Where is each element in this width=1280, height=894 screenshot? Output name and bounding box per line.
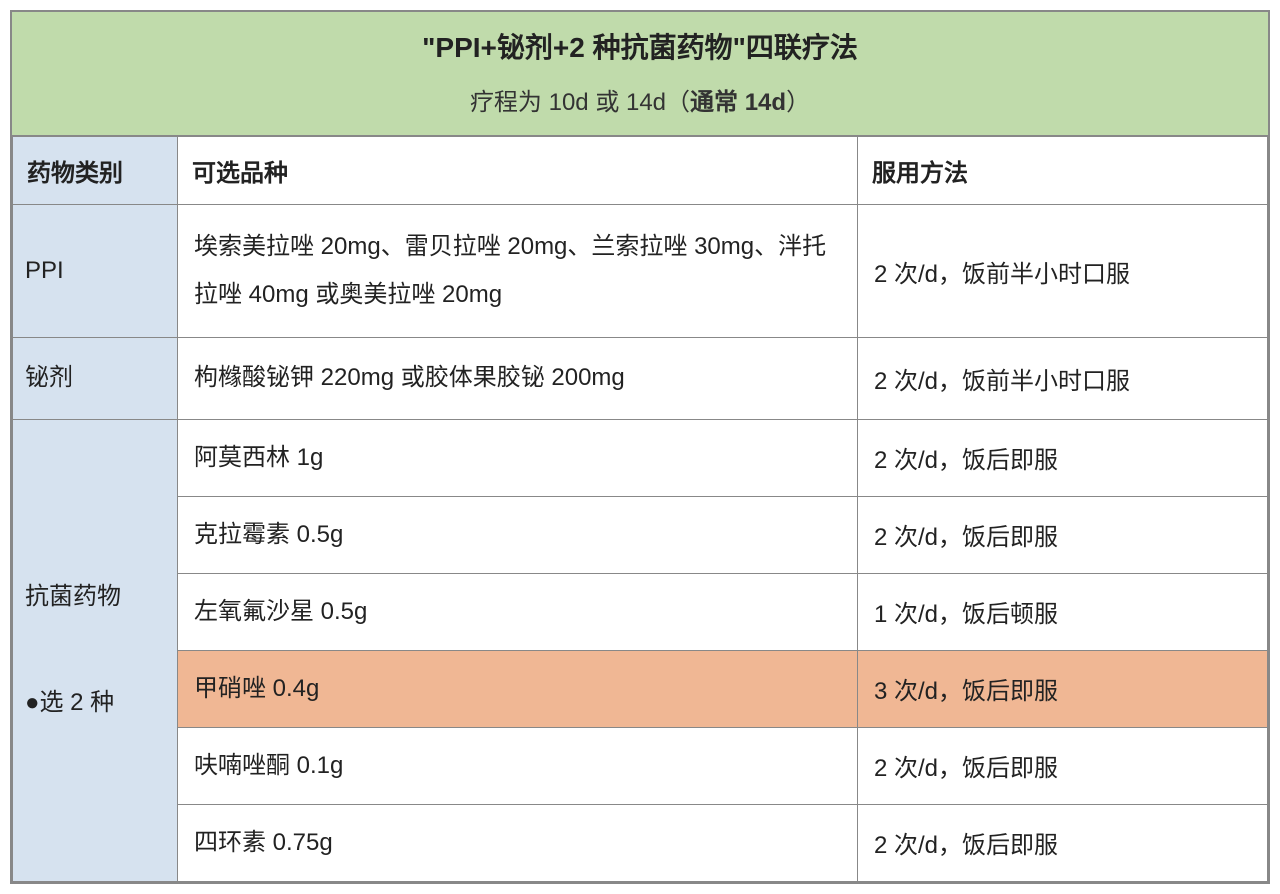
drug-table: 药物类别 可选品种 服用方法 PPI 埃索美拉唑 20mg、雷贝拉唑 20mg、… — [12, 136, 1268, 882]
cell-usage: 2 次/d，饭后即服 — [858, 496, 1268, 573]
col-header-usage: 服用方法 — [858, 137, 1268, 205]
cell-options: 四环素 0.75g — [178, 804, 858, 881]
cell-usage: 2 次/d，饭后即服 — [858, 804, 1268, 881]
cell-usage: 2 次/d，饭前半小时口服 — [858, 205, 1268, 338]
row-antibiotic-5: 四环素 0.75g 2 次/d，饭后即服 — [13, 804, 1268, 881]
cell-options: 呋喃唑酮 0.1g — [178, 727, 858, 804]
cell-category-antibiotic: 抗菌药物 ●选 2 种 — [13, 419, 178, 881]
cell-usage: 2 次/d，饭前半小时口服 — [858, 338, 1268, 420]
cell-usage: 1 次/d，饭后顿服 — [858, 573, 1268, 650]
subtitle-prefix: 疗程为 10d 或 14d（ — [470, 89, 690, 116]
cell-usage: 3 次/d，饭后即服 — [858, 650, 1268, 727]
row-antibiotic-3-highlighted: 甲硝唑 0.4g 3 次/d，饭后即服 — [13, 650, 1268, 727]
therapy-table: "PPI+铋剂+2 种抗菌药物"四联疗法 疗程为 10d 或 14d（通常 14… — [10, 10, 1270, 884]
table-title: "PPI+铋剂+2 种抗菌药物"四联疗法 — [22, 26, 1258, 66]
table-subtitle: 疗程为 10d 或 14d（通常 14d） — [22, 82, 1258, 117]
row-ppi: PPI 埃索美拉唑 20mg、雷贝拉唑 20mg、兰索拉唑 30mg、泮托拉唑 … — [13, 205, 1268, 338]
table-title-block: "PPI+铋剂+2 种抗菌药物"四联疗法 疗程为 10d 或 14d（通常 14… — [12, 12, 1268, 136]
subtitle-suffix: ） — [786, 89, 810, 116]
cell-options: 埃索美拉唑 20mg、雷贝拉唑 20mg、兰索拉唑 30mg、泮托拉唑 40mg… — [178, 205, 858, 338]
row-antibiotic-4: 呋喃唑酮 0.1g 2 次/d，饭后即服 — [13, 727, 1268, 804]
col-header-category: 药物类别 — [13, 137, 178, 205]
cell-options: 甲硝唑 0.4g — [178, 650, 858, 727]
cell-category: PPI — [13, 205, 178, 338]
table-header-row: 药物类别 可选品种 服用方法 — [13, 137, 1268, 205]
col-header-options: 可选品种 — [178, 137, 858, 205]
row-antibiotic-1: 克拉霉素 0.5g 2 次/d，饭后即服 — [13, 496, 1268, 573]
antibiotic-label-line2: ●选 2 种 — [25, 689, 114, 716]
cell-options: 左氧氟沙星 0.5g — [178, 573, 858, 650]
subtitle-bold: 通常 14d — [690, 89, 786, 116]
cell-options: 阿莫西林 1g — [178, 419, 858, 496]
cell-options: 克拉霉素 0.5g — [178, 496, 858, 573]
row-bismuth: 铋剂 枸橼酸铋钾 220mg 或胶体果胶铋 200mg 2 次/d，饭前半小时口… — [13, 338, 1268, 420]
row-antibiotic-2: 左氧氟沙星 0.5g 1 次/d，饭后顿服 — [13, 573, 1268, 650]
antibiotic-label-line1: 抗菌药物 — [25, 583, 121, 610]
row-antibiotic-0: 抗菌药物 ●选 2 种 阿莫西林 1g 2 次/d，饭后即服 — [13, 419, 1268, 496]
cell-options: 枸橼酸铋钾 220mg 或胶体果胶铋 200mg — [178, 338, 858, 420]
cell-usage: 2 次/d，饭后即服 — [858, 727, 1268, 804]
cell-category: 铋剂 — [13, 338, 178, 420]
cell-usage: 2 次/d，饭后即服 — [858, 419, 1268, 496]
